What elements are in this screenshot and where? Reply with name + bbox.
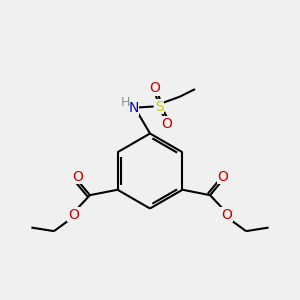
Text: O: O <box>221 208 232 222</box>
Text: S: S <box>154 100 164 113</box>
Text: O: O <box>217 169 228 184</box>
Text: O: O <box>68 208 79 222</box>
Text: O: O <box>161 117 172 131</box>
Text: H: H <box>120 96 130 109</box>
Text: N: N <box>128 101 139 115</box>
Text: O: O <box>149 81 160 95</box>
Text: O: O <box>72 169 83 184</box>
